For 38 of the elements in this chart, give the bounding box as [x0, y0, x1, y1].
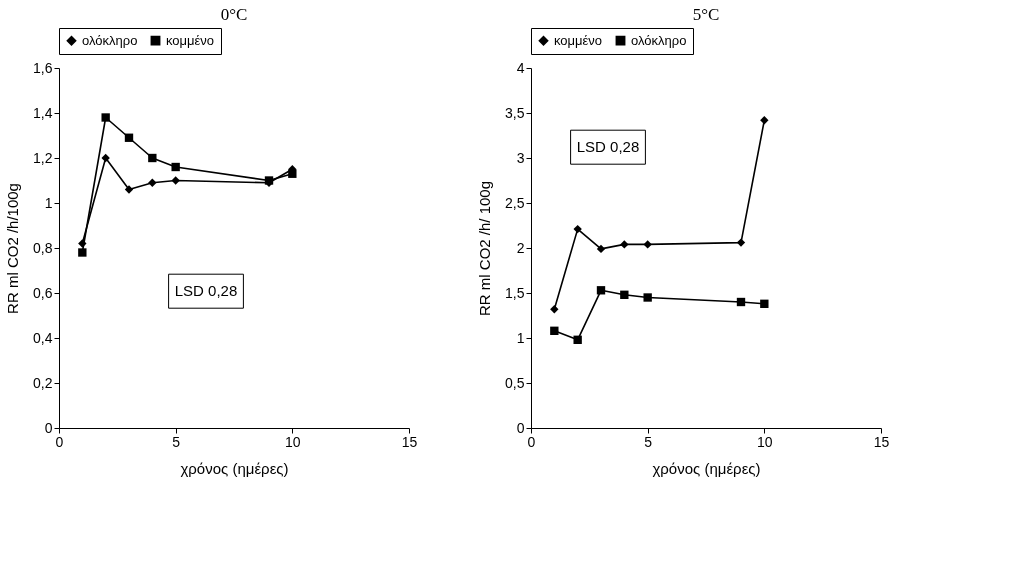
y-axis-title: RR ml CO2 /h/ 100g [476, 180, 494, 317]
y-axis-title: RR ml CO2 /h/100g [4, 183, 22, 314]
y-tick-label: 2 [516, 239, 525, 256]
y-tick-label: 2,5 [505, 194, 525, 211]
x-tick-label: 10 [757, 433, 773, 450]
y-tick-label: 1,6 [33, 59, 53, 76]
chart-title: 5°C [692, 4, 720, 24]
x-tick-label: 15 [401, 433, 418, 450]
x-tick-label: 10 [285, 433, 301, 450]
y-tick-label: 3 [516, 149, 525, 166]
y-tick-label: 1 [516, 329, 525, 346]
y-tick-label: 1 [44, 194, 53, 211]
x-axis-title: χρόνος (ημέρες) [180, 459, 289, 477]
chart-title: 0°C [220, 4, 248, 24]
y-tick-label: 0 [44, 419, 53, 436]
y-tick-label: 0 [516, 419, 525, 436]
annotation: LSD 0,28 [174, 282, 238, 300]
legend-label: κομμένο [554, 32, 603, 48]
y-tick-label: 1,4 [33, 104, 53, 121]
y-tick-label: 3,5 [505, 104, 525, 121]
y-tick-label: 0,4 [33, 329, 53, 346]
legend-label: ολόκληρο [82, 32, 138, 48]
x-axis-title: χρόνος (ημέρες) [652, 459, 761, 477]
x-tick-label: 15 [873, 433, 890, 450]
y-tick-label: 0,2 [33, 374, 53, 391]
x-tick-label: 5 [172, 433, 181, 450]
x-tick-label: 0 [55, 433, 64, 450]
y-tick-label: 0,8 [33, 239, 53, 256]
y-tick-label: 4 [516, 59, 525, 76]
legend-label: ολόκληρο [631, 32, 687, 48]
y-tick-label: 1,5 [505, 284, 525, 301]
x-tick-label: 0 [527, 433, 536, 450]
y-tick-label: 0,5 [505, 374, 525, 391]
y-tick-label: 1,2 [33, 149, 53, 166]
x-tick-label: 5 [644, 433, 653, 450]
legend-label: κομμένο [166, 32, 215, 48]
annotation: LSD 0,28 [576, 138, 640, 156]
y-tick-label: 0,6 [33, 284, 53, 301]
